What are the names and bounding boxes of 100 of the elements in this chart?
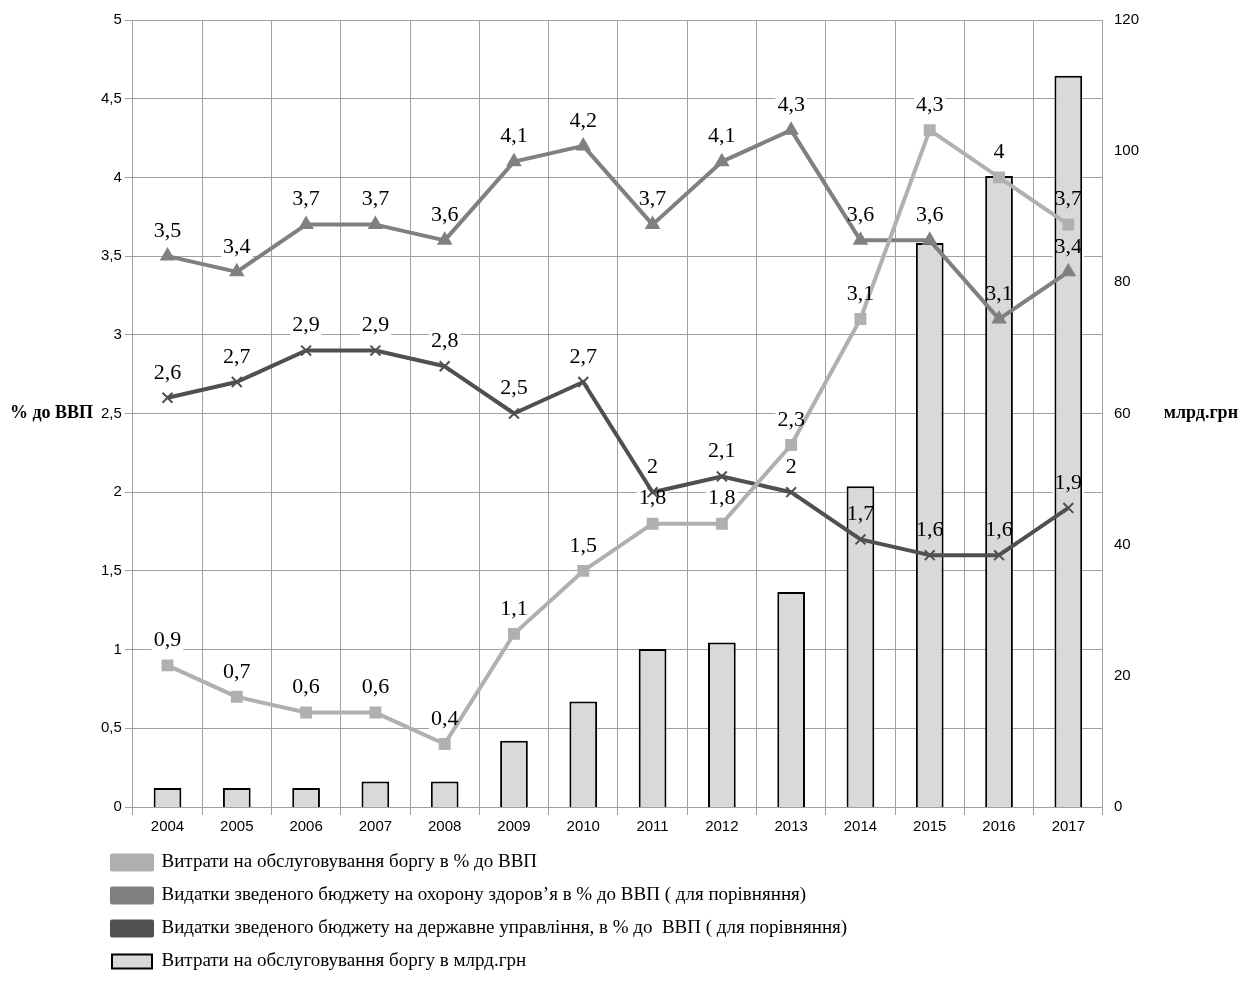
- data-label: 4,1: [708, 122, 736, 148]
- point: [645, 216, 660, 230]
- point: [299, 216, 314, 230]
- data-label: 0,7: [223, 657, 251, 683]
- point: [506, 153, 522, 167]
- data-label: 2,9: [361, 311, 390, 337]
- x-tick-label: 2009: [497, 817, 531, 835]
- y-tick-label: 5: [113, 10, 122, 28]
- y-tick-label: 1,5: [100, 561, 122, 579]
- point: [923, 124, 936, 137]
- point: [229, 263, 244, 277]
- point: [368, 216, 383, 230]
- point: [715, 517, 728, 530]
- x-tick-label: 2011: [636, 817, 669, 835]
- data-label: 3,5: [153, 216, 182, 242]
- y2-tick-label: 40: [1113, 534, 1131, 552]
- data-label: 2,3: [777, 405, 805, 431]
- data-label: 3,7: [638, 185, 667, 211]
- x-tick-label: 2016: [982, 817, 1016, 835]
- point: [576, 137, 591, 151]
- x-tick-label: 2010: [566, 817, 600, 835]
- x-tick-label: 2014: [843, 817, 878, 835]
- point: [438, 738, 451, 750]
- y-tick-label: 2,5: [100, 403, 122, 421]
- data-label: 2,7: [569, 342, 598, 368]
- point: [230, 690, 243, 703]
- data-label: 3,1: [985, 279, 1013, 305]
- data-label: 0,4: [430, 704, 459, 730]
- data-label: 3,4: [223, 232, 251, 258]
- x-tick-label: 2004: [150, 817, 185, 835]
- point: [230, 376, 243, 388]
- data-label: 2,7: [223, 342, 251, 368]
- point: [715, 470, 728, 483]
- x-tick-label: 2007: [358, 817, 393, 835]
- y2-tick-label: 60: [1113, 403, 1131, 421]
- x-tick-label: 2006: [289, 817, 323, 835]
- point: [854, 533, 867, 546]
- data-label: 0,6: [361, 673, 390, 699]
- data-label: 3,6: [846, 201, 875, 227]
- point: [161, 391, 174, 404]
- data-label: 2,1: [708, 437, 736, 463]
- point: [577, 376, 590, 388]
- point: [646, 517, 659, 530]
- point: [784, 122, 799, 135]
- point: [577, 564, 590, 577]
- data-label: 3,7: [292, 185, 320, 211]
- x-tick-label: 2005: [220, 817, 254, 835]
- data-label: 1,1: [500, 594, 528, 620]
- point: [991, 311, 1007, 324]
- point: [1061, 263, 1076, 277]
- point: [993, 171, 1005, 184]
- point: [437, 232, 452, 245]
- data-label: 2,9: [292, 311, 320, 337]
- data-label: 2,5: [500, 374, 528, 400]
- legend-label: Витрати на обслуговування боргу в % до ВВП: [161, 850, 538, 872]
- x-tick-label: 2017: [1051, 817, 1086, 835]
- point: [161, 659, 174, 672]
- point: [508, 407, 520, 420]
- data-label: 1,6: [915, 515, 944, 541]
- data-label: 3,6: [915, 201, 944, 227]
- y-tick-label: 2: [113, 482, 122, 500]
- data-label: 1,8: [708, 484, 736, 510]
- point: [922, 232, 937, 245]
- x-tick-label: 2015: [913, 817, 947, 835]
- point: [369, 344, 382, 357]
- data-label: 3,7: [361, 185, 390, 211]
- point: [923, 549, 936, 562]
- data-label: 1,5: [569, 531, 598, 557]
- data-label: 2: [785, 452, 797, 478]
- point: [714, 153, 729, 167]
- point: [438, 360, 451, 373]
- y-tick-label: 4,5: [100, 88, 122, 106]
- y-tick-label: 1: [113, 639, 122, 657]
- data-label: 4: [993, 138, 1005, 164]
- data-label: 2,6: [153, 358, 182, 384]
- y-tick-label: 0: [113, 797, 122, 815]
- x-tick-label: 2012: [705, 817, 739, 835]
- y-tick-label: 3: [113, 324, 122, 342]
- data-label: 3,1: [846, 279, 875, 305]
- data-label: 1,8: [638, 484, 667, 510]
- point: [853, 232, 868, 245]
- y-tick-label: 3,5: [100, 246, 122, 264]
- point: [785, 439, 798, 451]
- point: [1062, 501, 1075, 514]
- y2-tick-label: 100: [1113, 141, 1139, 159]
- data-label: 4,3: [915, 90, 944, 116]
- point: [785, 486, 798, 499]
- point: [300, 706, 313, 719]
- point: [160, 248, 175, 261]
- y2-tick-label: 0: [1113, 797, 1123, 815]
- data-label: 1,7: [846, 500, 875, 526]
- data-label: 0,9: [153, 626, 182, 652]
- data-label: 0,6: [292, 673, 320, 699]
- point: [508, 627, 520, 640]
- point: [1062, 218, 1075, 231]
- y2-tick-label: 80: [1113, 272, 1131, 290]
- legend-label: Видатки зведеного бюджету на державне управління, в % до ВВП ( для порівняння): [161, 916, 848, 939]
- point: [993, 549, 1005, 562]
- y-axis-title: % до ВВП: [10, 402, 94, 423]
- point: [300, 344, 313, 357]
